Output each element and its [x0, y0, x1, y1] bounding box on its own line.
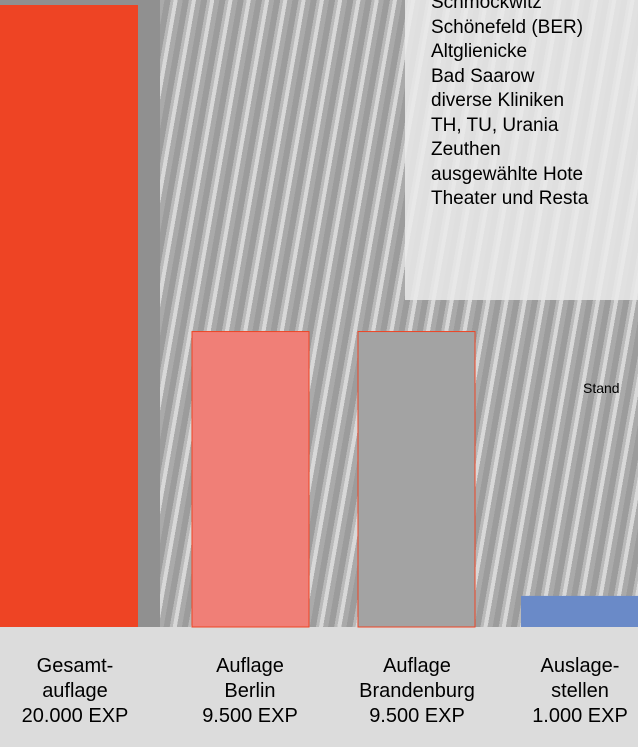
bar — [0, 5, 138, 627]
value-label: 20.000 EXP — [0, 704, 155, 729]
x-tick-label: Auflage Brandenburg — [337, 654, 497, 704]
page: SchmöckwitzSchönefeld (BER)AltglienickeB… — [0, 0, 638, 747]
bar — [521, 596, 638, 627]
value-label: 9.500 EXP — [170, 704, 330, 729]
x-tick-label: Auflage Berlin — [170, 654, 330, 704]
bar — [358, 332, 475, 627]
x-tick-label: Auslage- stellen — [500, 654, 638, 704]
x-tick-label: Gesamt- auflage — [0, 654, 155, 704]
chart — [0, 0, 638, 747]
value-label: 1.000 EXP — [500, 704, 638, 729]
bar — [192, 332, 309, 627]
value-label: 9.500 EXP — [337, 704, 497, 729]
